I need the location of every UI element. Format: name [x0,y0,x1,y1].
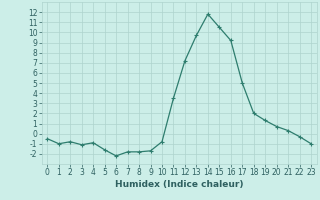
X-axis label: Humidex (Indice chaleur): Humidex (Indice chaleur) [115,180,244,189]
